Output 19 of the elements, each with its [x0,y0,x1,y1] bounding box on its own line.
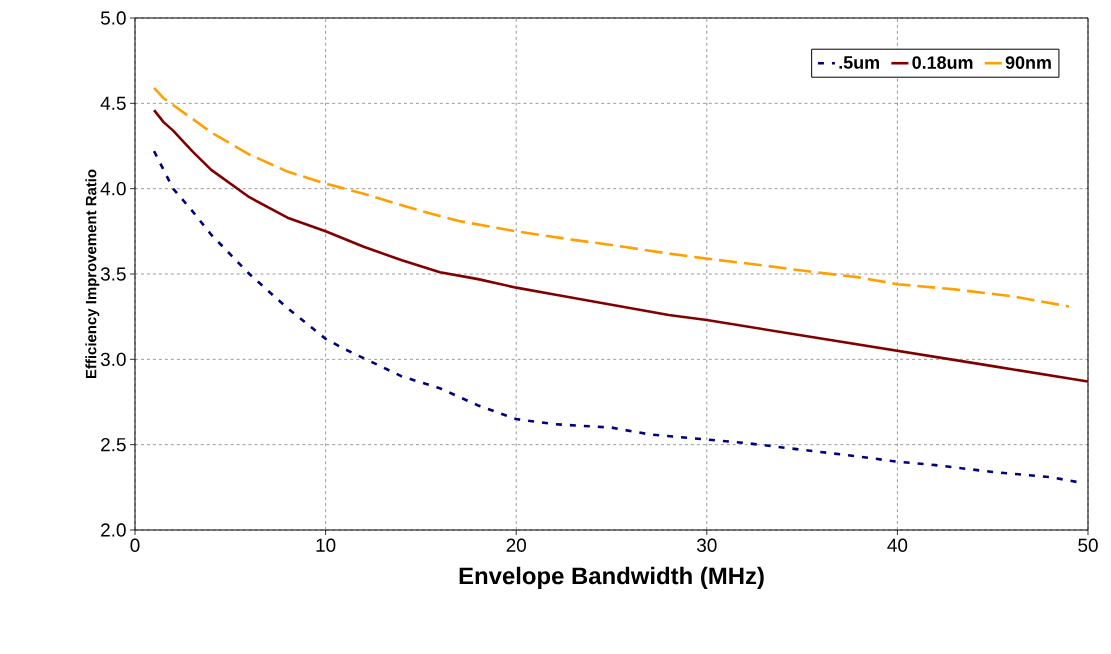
x-tick-label: 10 [316,538,336,552]
x-tick-label: 30 [697,538,717,552]
y-tick-label: 4.0 [100,181,126,196]
legend-label: 0.18um [912,56,973,69]
line-series [152,86,1071,308]
y-tick-label: 3.5 [100,267,126,281]
x-tick-label: 40 [887,538,908,552]
y-tick-label: 2.5 [101,437,126,452]
x-tick-label: 50 [1078,538,1098,552]
y-tick-label: 3.0 [100,352,126,367]
y-axis-title: Efficiency Improvement Ratio [85,169,100,379]
y-tick-label: 4.5 [100,96,126,110]
x-axis-title: Envelope Bandwidth (MHz) [459,566,764,590]
x-tick-label: 0 [130,538,140,552]
legend-label: 90nm [1005,56,1051,69]
y-tick-label: 5.0 [100,11,126,25]
x-tick-label: 20 [506,538,526,552]
legend-label: .5um [839,56,879,69]
y-tick-label: 2.0 [101,523,126,537]
